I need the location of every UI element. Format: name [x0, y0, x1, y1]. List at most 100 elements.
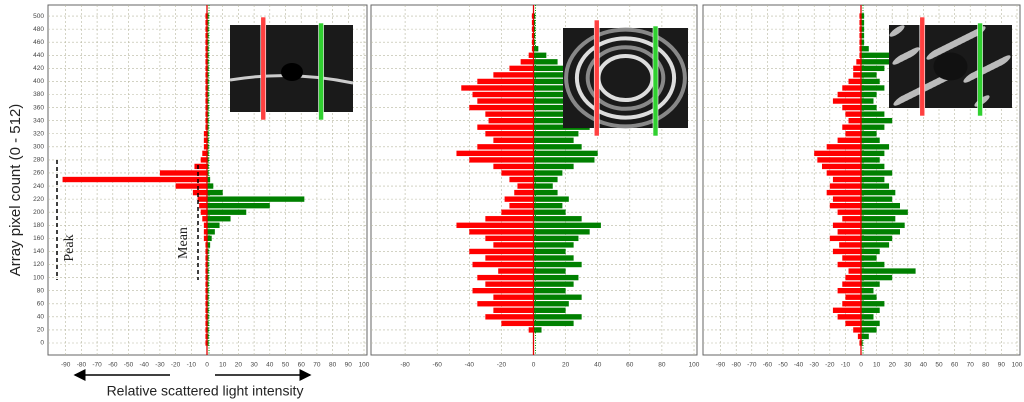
bar: [207, 314, 209, 320]
bar: [848, 268, 861, 274]
y-tick-label: 40: [37, 314, 45, 321]
bar: [861, 288, 874, 294]
bar: [207, 26, 209, 32]
bar: [485, 235, 534, 242]
bar: [199, 202, 207, 209]
bar: [207, 196, 305, 202]
bar: [200, 209, 207, 215]
bar: [531, 32, 534, 39]
bar: [207, 13, 209, 19]
y-tick-label: 120: [33, 261, 44, 268]
bar: [207, 59, 209, 65]
bar: [531, 46, 534, 52]
bar: [533, 170, 563, 176]
bar: [501, 170, 534, 176]
bar: [207, 98, 209, 104]
bar: [205, 104, 207, 111]
bar: [826, 144, 861, 150]
bar: [845, 320, 861, 327]
bar: [205, 59, 207, 65]
bar: [205, 333, 207, 340]
bar: [533, 26, 536, 32]
bar: [533, 314, 582, 320]
bar: [207, 216, 231, 222]
bar: [861, 176, 885, 183]
bar: [533, 124, 590, 130]
bar: [200, 157, 207, 163]
bar: [533, 274, 579, 281]
bar: [207, 144, 209, 150]
x-tick-label: 40: [594, 362, 602, 369]
bar: [501, 320, 534, 327]
y-tick-label: 140: [33, 248, 44, 255]
y-tick-label: 360: [33, 104, 44, 111]
bar: [207, 19, 209, 26]
bar: [207, 52, 209, 58]
bar: [203, 235, 207, 242]
y-tick-label: 300: [33, 144, 44, 151]
bar: [205, 288, 207, 294]
bar: [477, 98, 534, 104]
x-tick-label: 0: [532, 362, 536, 369]
bar: [207, 111, 209, 117]
x-tick-label: -20: [497, 362, 507, 369]
bar: [207, 281, 209, 287]
bar: [528, 52, 534, 58]
bar: [861, 189, 896, 196]
bar: [848, 117, 861, 124]
bar: [203, 222, 207, 228]
y-tick-label: 180: [33, 222, 44, 229]
bar: [814, 150, 861, 157]
bar: [853, 72, 861, 78]
inset-speckle: [904, 47, 920, 59]
bar: [861, 157, 880, 163]
x-tick-label: 80: [329, 362, 337, 369]
bar: [207, 183, 214, 189]
y-tick-label: 420: [33, 65, 44, 72]
bar: [203, 131, 207, 137]
y-tick-label: 0: [40, 340, 44, 347]
bar: [861, 229, 900, 235]
bar: [207, 117, 209, 124]
y-tick-label: 80: [37, 287, 45, 294]
x-tick-label: 70: [967, 362, 975, 369]
x-tick-label: 100: [359, 362, 370, 369]
x-tick-label: -10: [841, 362, 851, 369]
bar: [485, 216, 534, 222]
bar: [859, 19, 861, 26]
bar: [533, 163, 574, 170]
bar: [472, 288, 534, 294]
annotation: Peak: [62, 234, 77, 261]
bar: [533, 301, 569, 307]
bar: [861, 39, 865, 45]
bar: [533, 229, 590, 235]
bar: [533, 98, 590, 104]
bar: [205, 39, 207, 45]
bar: [205, 320, 207, 327]
y-tick-label: 440: [33, 52, 44, 59]
bar: [207, 320, 209, 327]
bar: [859, 52, 861, 58]
bar: [861, 52, 890, 58]
bar: [509, 202, 534, 209]
x-tick-label: 10: [219, 362, 227, 369]
bar: [533, 235, 579, 242]
x-tick-label: -80: [77, 362, 87, 369]
bar: [832, 98, 861, 104]
y-tick-label: 160: [33, 235, 44, 242]
bar: [861, 333, 869, 340]
x-tick-label: -70: [92, 362, 102, 369]
bar: [207, 333, 209, 340]
bar: [533, 32, 536, 39]
bar: [837, 91, 861, 98]
bar: [205, 85, 207, 91]
bar: [207, 176, 211, 183]
bar: [842, 124, 861, 130]
bar: [842, 216, 861, 222]
y-tick-label: 100: [33, 274, 44, 281]
bar: [533, 91, 582, 98]
bar: [861, 131, 877, 137]
bar: [477, 78, 534, 85]
bar: [533, 281, 574, 287]
bar: [207, 170, 209, 176]
